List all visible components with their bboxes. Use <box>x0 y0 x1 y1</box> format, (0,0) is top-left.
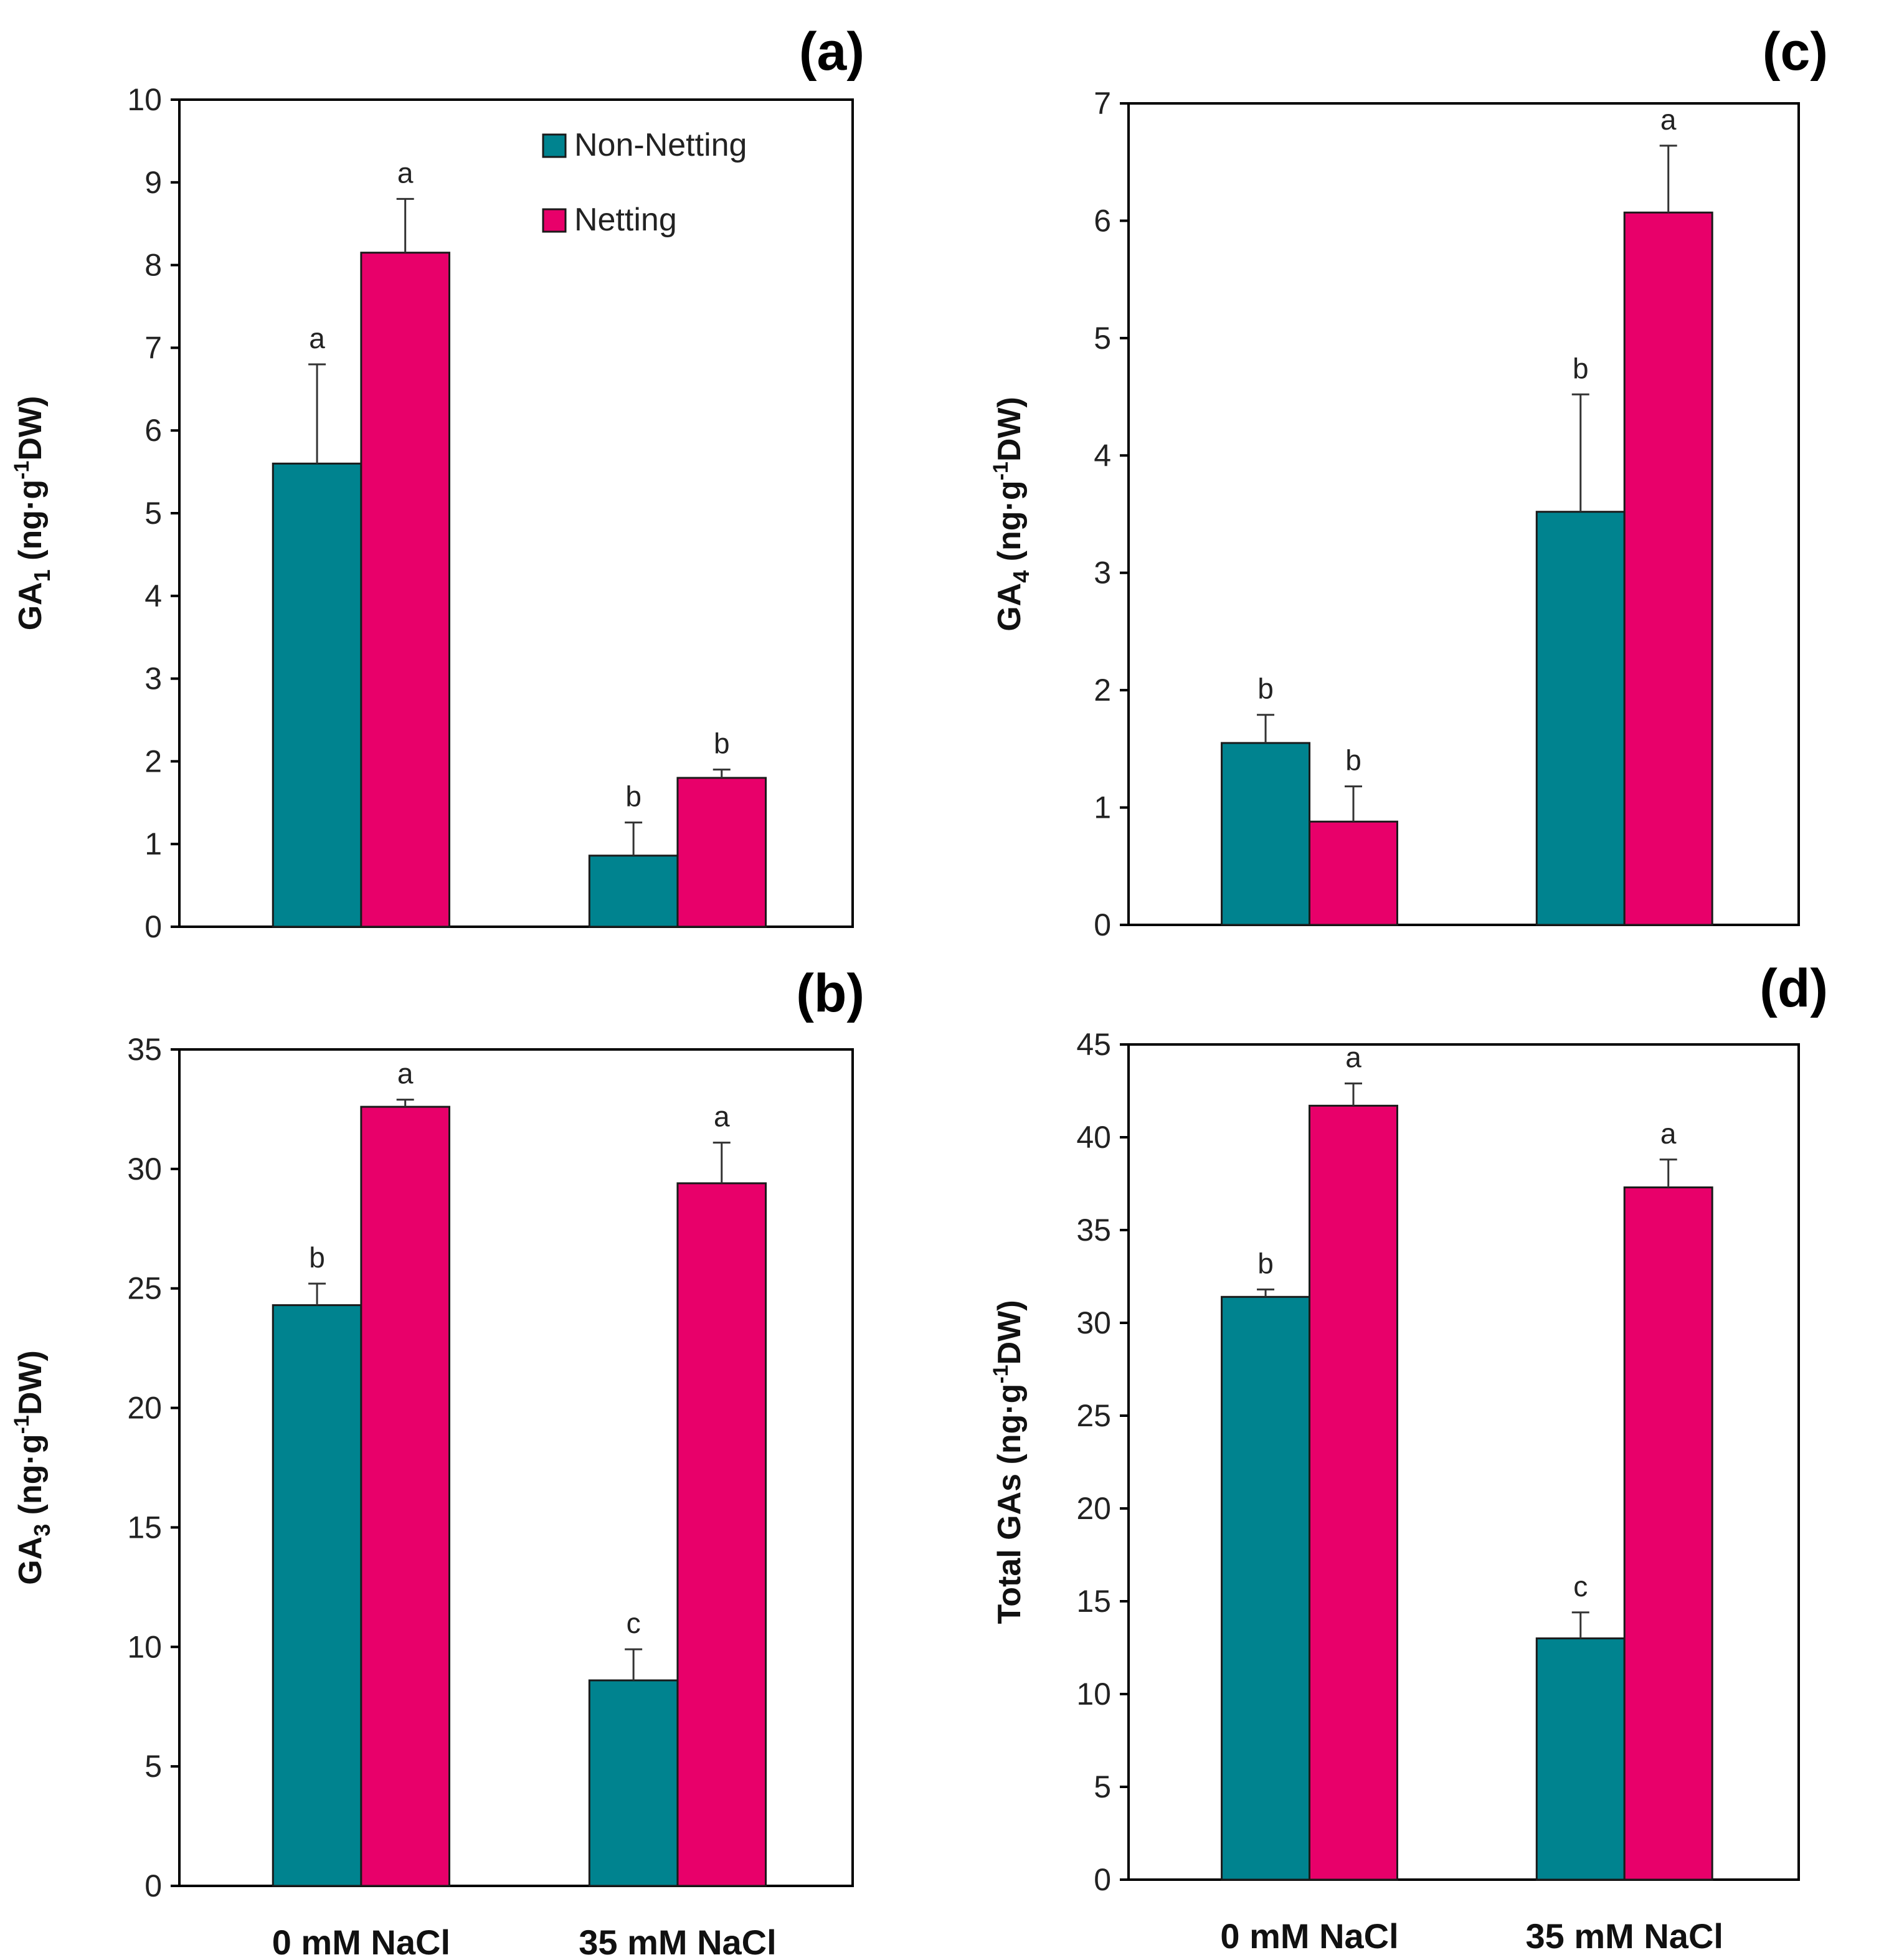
legend-label-netting: Netting <box>574 202 677 238</box>
y-axis-label-c: GA4 (ng·g-1DW) <box>989 397 1034 632</box>
y-tick-label-a: 9 <box>144 165 162 200</box>
significance-letter-b: b <box>309 1241 325 1274</box>
bar-non-netting-b-1 <box>588 1679 679 1887</box>
y-tick-label-a: 2 <box>144 744 162 779</box>
y-tick-label-b: 35 <box>127 1032 162 1067</box>
significance-letter-d: b <box>1257 1247 1274 1279</box>
bar-netting-d-0 <box>1309 1104 1398 1881</box>
y-tick-label-a: 1 <box>144 826 162 861</box>
bar-non-netting-b-0 <box>272 1304 362 1887</box>
panel-label-d: (d) <box>1759 959 1828 1018</box>
bar-netting-c-1 <box>1623 211 1713 926</box>
y-tick-label-c: 4 <box>1094 438 1111 473</box>
y-tick-label-a: 10 <box>127 82 162 117</box>
y-tick-label-d: 35 <box>1076 1213 1111 1247</box>
significance-letter-d: c <box>1573 1570 1588 1603</box>
y-tick-label-d: 10 <box>1076 1677 1111 1711</box>
significance-letter-b: c <box>627 1607 641 1639</box>
plot-frame-d <box>1127 1043 1800 1881</box>
bar-non-netting-c-0 <box>1221 742 1311 926</box>
y-tick-label-d: 0 <box>1094 1862 1111 1897</box>
y-tick-label-b: 0 <box>144 1868 162 1903</box>
bar-netting-d-1 <box>1623 1186 1713 1881</box>
y-axis-label-b: GA3 (ng·g-1DW) <box>10 1350 55 1585</box>
bar-non-netting-d-1 <box>1535 1637 1626 1881</box>
y-tick-label-d: 45 <box>1076 1027 1111 1062</box>
y-tick-label-a: 6 <box>144 413 162 448</box>
bar-netting-a-1 <box>676 777 767 928</box>
legend-swatch-non-netting <box>542 133 567 158</box>
y-tick-label-d: 40 <box>1076 1120 1111 1155</box>
significance-letter-d: a <box>1345 1041 1361 1074</box>
y-tick-label-b: 30 <box>127 1152 162 1186</box>
significance-letter-c: b <box>1345 744 1361 777</box>
bar-netting-c-0 <box>1309 820 1398 926</box>
y-tick-label-a: 5 <box>144 496 162 531</box>
y-tick-label-b: 15 <box>127 1510 162 1545</box>
y-tick-label-b: 20 <box>127 1391 162 1426</box>
panel-label-b: (b) <box>796 963 864 1023</box>
significance-letter-c: b <box>1573 352 1589 384</box>
y-tick-label-d: 30 <box>1076 1305 1111 1340</box>
bar-non-netting-a-1 <box>588 855 679 928</box>
significance-letter-a: a <box>309 322 325 354</box>
y-tick-label-a: 4 <box>144 579 162 613</box>
panel-label-a: (a) <box>799 22 864 82</box>
y-tick-label-a: 0 <box>144 909 162 944</box>
y-tick-label-c: 3 <box>1094 556 1111 590</box>
y-tick-label-d: 25 <box>1076 1398 1111 1433</box>
legend-swatch-netting <box>542 208 567 233</box>
significance-letter-b: a <box>397 1058 414 1090</box>
legend-label-non-netting: Non-Netting <box>574 127 747 163</box>
y-tick-label-d: 20 <box>1076 1491 1111 1526</box>
significance-letter-a: a <box>397 156 414 189</box>
y-tick-label-c: 2 <box>1094 673 1111 708</box>
y-tick-label-d: 5 <box>1094 1769 1111 1804</box>
significance-letter-c: a <box>1660 103 1677 136</box>
y-tick-label-c: 5 <box>1094 321 1111 356</box>
y-tick-label-c: 7 <box>1094 86 1111 121</box>
x-category-label-b: 35 mM NaCl <box>579 1923 776 1960</box>
y-tick-label-c: 0 <box>1094 907 1111 942</box>
bar-netting-a-0 <box>360 252 450 928</box>
panel-label-c: (c) <box>1763 22 1828 82</box>
significance-letter-a: b <box>625 780 642 813</box>
x-category-label-d: 0 mM NaCl <box>1220 1916 1398 1956</box>
significance-letter-d: a <box>1660 1117 1677 1150</box>
plot-frame-c <box>1127 102 1800 926</box>
y-tick-label-b: 5 <box>144 1749 162 1784</box>
bar-non-netting-a-0 <box>272 462 362 928</box>
x-category-label-d: 35 mM NaCl <box>1526 1916 1723 1956</box>
bar-non-netting-c-1 <box>1535 511 1626 926</box>
bar-netting-b-1 <box>676 1182 767 1887</box>
x-category-label-b: 0 mM NaCl <box>272 1923 450 1960</box>
y-tick-label-a: 3 <box>144 661 162 696</box>
significance-letter-c: b <box>1257 673 1274 705</box>
y-tick-label-c: 1 <box>1094 790 1111 825</box>
plot-frame-b <box>178 1048 854 1887</box>
y-tick-label-a: 7 <box>144 330 162 365</box>
y-tick-label-a: 8 <box>144 248 162 283</box>
y-tick-label-c: 6 <box>1094 203 1111 238</box>
bar-non-netting-d-0 <box>1221 1295 1311 1881</box>
bar-netting-b-0 <box>360 1105 450 1887</box>
significance-letter-a: b <box>714 727 730 760</box>
y-tick-label-d: 15 <box>1076 1584 1111 1619</box>
y-axis-label-d: Total GAs (ng·g-1DW) <box>989 1300 1028 1624</box>
y-axis-label-a: GA1 (ng·g-1DW) <box>10 396 55 631</box>
y-tick-label-b: 10 <box>127 1629 162 1664</box>
y-tick-label-b: 25 <box>127 1271 162 1306</box>
significance-letter-b: a <box>714 1101 730 1133</box>
